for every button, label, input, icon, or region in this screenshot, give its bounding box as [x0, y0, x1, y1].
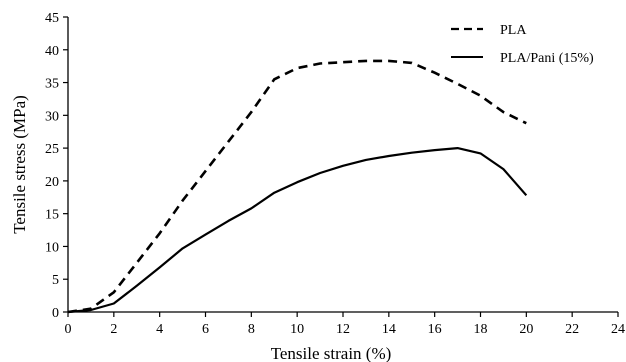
- y-tick-label: 45: [45, 11, 59, 26]
- y-axis-title: Tensile stress (MPa): [10, 95, 29, 234]
- x-tick-label: 14: [382, 322, 396, 337]
- legend: PLA PLA/Pani (15%): [451, 23, 594, 66]
- y-tick-label: 20: [45, 175, 59, 190]
- y-tick-label: 30: [45, 109, 59, 124]
- x-axis-title: Tensile strain (%): [271, 344, 392, 362]
- series-line-pla: [67, 59, 527, 314]
- x-tick-label: 6: [202, 322, 209, 337]
- y-tick-label: 5: [52, 273, 59, 288]
- series-line-pla-pani: [67, 147, 528, 314]
- y-tick-label: 0: [52, 306, 59, 321]
- y-tick-label: 10: [45, 240, 59, 255]
- legend-label-pla: PLA: [500, 23, 527, 38]
- y-tick-label: 25: [45, 142, 59, 157]
- y-tick-label: 15: [45, 208, 59, 223]
- y-tick-label: 40: [45, 44, 59, 59]
- x-tick-label: 16: [428, 322, 442, 337]
- x-tick-label: 4: [156, 322, 163, 337]
- x-tick-label: 8: [248, 322, 255, 337]
- x-ticks: 0 2 4 6 8 10 12 14 16 18 20 22 24: [65, 312, 625, 337]
- x-tick-label: 18: [474, 322, 488, 337]
- y-tick-label: 35: [45, 77, 59, 92]
- x-tick-label: 10: [290, 322, 304, 337]
- series-layer: [67, 59, 528, 314]
- x-tick-label: 24: [611, 322, 625, 337]
- x-tick-label: 12: [336, 322, 350, 337]
- x-tick-label: 2: [110, 322, 117, 337]
- x-tick-label: 22: [565, 322, 579, 337]
- legend-label-pla-pani: PLA/Pani (15%): [500, 51, 594, 66]
- x-tick-label: 0: [65, 322, 72, 337]
- x-tick-label: 20: [519, 322, 533, 337]
- y-ticks: 0 5 10 15 20 25 30 35 40 45: [45, 11, 68, 321]
